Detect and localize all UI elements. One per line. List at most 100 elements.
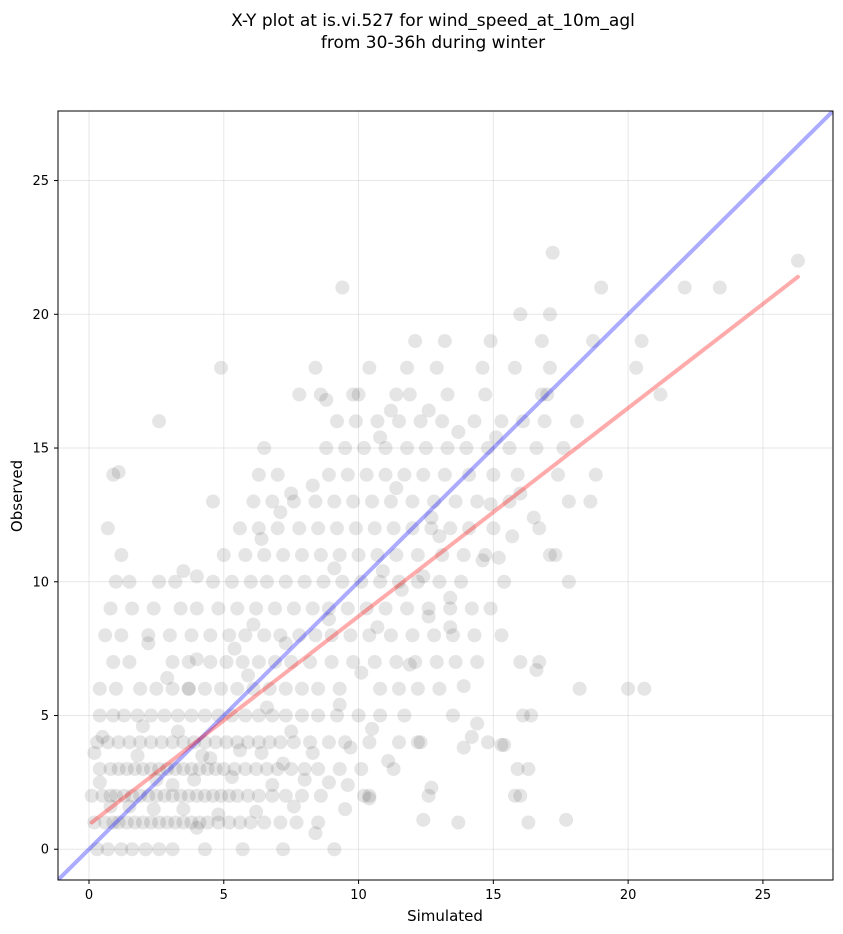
scatter-point-160 [278,681,293,696]
scatter-point-371 [677,280,692,295]
scatter-point-272 [251,521,266,536]
scatter-point-45 [141,788,156,803]
scatter-point-112 [251,735,266,750]
scatter-point-152 [149,681,164,696]
scatter-point-259 [313,548,328,563]
scatter-point-399 [383,403,398,418]
scatter-point-23 [184,815,199,830]
y-tick-label-4: 20 [32,308,49,323]
scatter-point-39 [95,788,110,803]
scatter-point-287 [246,494,261,509]
scatter-point-448 [95,729,110,744]
scatter-point-302 [106,467,121,482]
scatter-point-219 [230,601,245,616]
scatter-point-34 [451,815,466,830]
scatter-point-8 [327,842,342,857]
scatter-point-176 [219,655,234,670]
scatter-point-397 [451,424,466,439]
scatter-point-165 [392,681,406,696]
scatter-point-157 [230,681,245,696]
scatter-point-80 [192,761,207,776]
scatter-point-114 [273,735,288,750]
scatter-point-204 [324,628,339,643]
scatter-point-110 [230,735,245,750]
scatter-point-190 [513,655,528,670]
scatter-point-327 [502,441,517,456]
scatter-point-248 [410,574,425,589]
scatter-point-241 [278,574,293,589]
scatter-point-333 [370,414,385,429]
scatter-point-351 [653,387,668,402]
scatter-point-207 [383,628,398,643]
scatter-point-328 [529,441,544,456]
scatter-point-222 [286,601,301,616]
scatter-point-367 [335,280,350,295]
scatter-points [84,245,805,857]
scatter-point-213 [103,601,118,616]
scatter-point-47 [157,788,172,803]
scatter-point-154 [181,681,196,696]
scatter-point-121 [413,735,428,750]
scatter-point-77 [168,761,183,776]
scatter-point-60 [278,788,293,803]
reference-lines [58,111,833,880]
scatter-point-66 [507,788,522,803]
scatter-point-169 [621,681,636,696]
scatter-point-318 [319,441,334,456]
scatter-point-143 [330,708,344,723]
scatter-point-38 [84,788,99,803]
scatter-point-69 [103,761,118,776]
scatter-point-373 [545,245,560,260]
scatter-point-336 [435,414,450,429]
scatter-point-24 [192,815,207,830]
scatter-point-62 [313,788,328,803]
scatter-point-314 [510,467,525,482]
scatter-point-430 [354,665,369,680]
scatter-point-26 [211,815,226,830]
scatter-point-326 [480,441,495,456]
scatter-point-153 [165,681,180,696]
scatter-point-85 [238,761,253,776]
scatter-point-290 [308,494,323,509]
scatter-point-232 [483,601,498,616]
scatter-point-325 [459,441,474,456]
scatter-point-275 [311,521,326,536]
scatter-point-171 [106,655,121,670]
scatter-point-289 [286,494,301,509]
scatter-point-243 [316,574,331,589]
scatter-point-162 [311,681,326,696]
scatter-point-196 [184,628,199,643]
scatter-point-247 [392,574,406,589]
scatter-point-202 [292,628,307,643]
scatter-point-391 [526,510,541,525]
scatter-point-364 [534,334,549,349]
scatter-point-438 [241,668,256,683]
scatter-point-414 [135,719,150,734]
scatter-point-102 [144,735,158,750]
scatter-point-388 [491,550,506,565]
scatter-point-136 [224,708,239,723]
scatter-point-40 [103,788,118,803]
scatter-point-156 [214,681,229,696]
scatter-point-400 [373,430,388,445]
scatter-point-116 [303,735,318,750]
scatter-point-281 [424,521,439,536]
scatter-point-239 [243,574,258,589]
scatter-point-415 [195,748,210,763]
scatter-point-167 [432,681,447,696]
scatter-point-15 [119,815,134,830]
scatter-point-10 [197,842,212,857]
scatter-point-366 [634,334,649,349]
scatter-point-409 [141,636,156,651]
scatter-point-307 [359,467,374,482]
scatter-point-456 [276,756,291,771]
scatter-point-228 [400,601,415,616]
scatter-point-83 [216,761,231,776]
scatter-point-330 [152,414,167,429]
scatter-point-277 [348,521,363,536]
scatter-point-350 [540,387,555,402]
scatter-point-255 [238,548,253,563]
scatter-point-109 [219,735,234,750]
scatter-point-303 [251,467,266,482]
scatter-point-322 [400,441,415,456]
